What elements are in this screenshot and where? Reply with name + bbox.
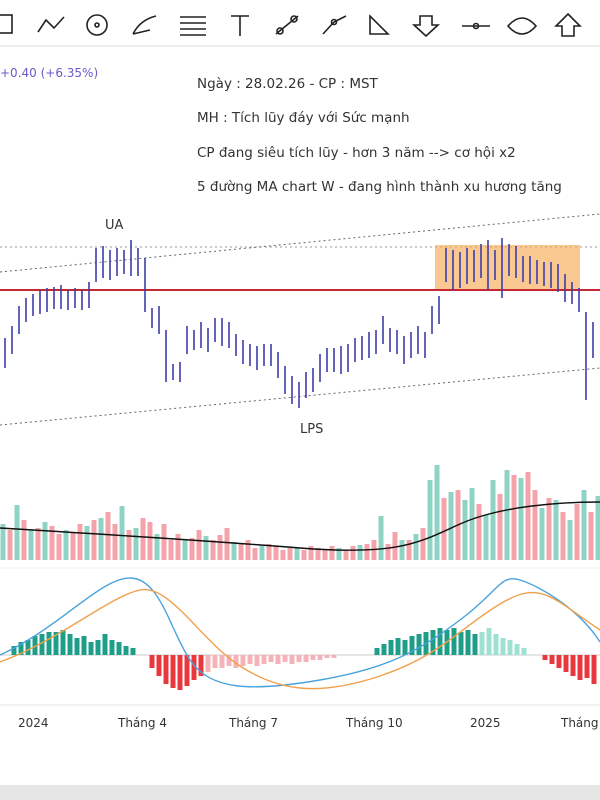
upper-channel [0, 213, 600, 273]
macd-line [0, 577, 600, 688]
time-label: Tháng 10 [346, 716, 403, 730]
time-label: Tháng 4 [118, 716, 167, 730]
label-ua: UA [105, 218, 124, 233]
toolbar-icons [0, 12, 582, 38]
volume-ma [0, 501, 600, 551]
time-label: Tháng 7 [229, 716, 278, 730]
lower-channel [0, 367, 600, 426]
tool-brush[interactable] [132, 15, 157, 35]
signal-line [0, 589, 600, 690]
tool-line[interactable] [275, 15, 299, 35]
toolbar [0, 0, 600, 46]
tool-arrow-down[interactable] [411, 15, 441, 38]
price-change: +0.40 (+6.35%) [0, 66, 99, 80]
note: CP đang siêu tích lũy - hơn 3 năm --> cơ… [197, 145, 516, 161]
highlight-zone [435, 245, 580, 290]
time-label: 2025 [470, 716, 501, 730]
tool-fib[interactable] [180, 16, 206, 36]
bottom-bar [0, 785, 600, 800]
note: 5 đường MA chart W - đang hình thành xu … [197, 179, 562, 195]
volume-bars [0, 465, 600, 560]
note: Ngày : 28.02.26 - CP : MST [197, 76, 378, 92]
tool-rect[interactable] [0, 14, 13, 34]
label-lps: LPS [300, 422, 324, 437]
tool-circle[interactable] [86, 14, 108, 36]
time-label: 2024 [18, 716, 49, 730]
tool-path[interactable] [37, 16, 65, 33]
macd-histogram [11, 628, 597, 690]
time-label: Tháng [561, 716, 599, 730]
note: MH : Tích lũy đáy với Sức mạnh [197, 110, 410, 126]
tool-ray[interactable] [322, 15, 347, 35]
tool-ellipse[interactable] [506, 17, 538, 35]
price-bars [4, 238, 594, 408]
tool-arrow-up[interactable] [554, 12, 582, 37]
tool-text[interactable] [231, 15, 249, 36]
tool-triangle[interactable] [369, 14, 390, 35]
